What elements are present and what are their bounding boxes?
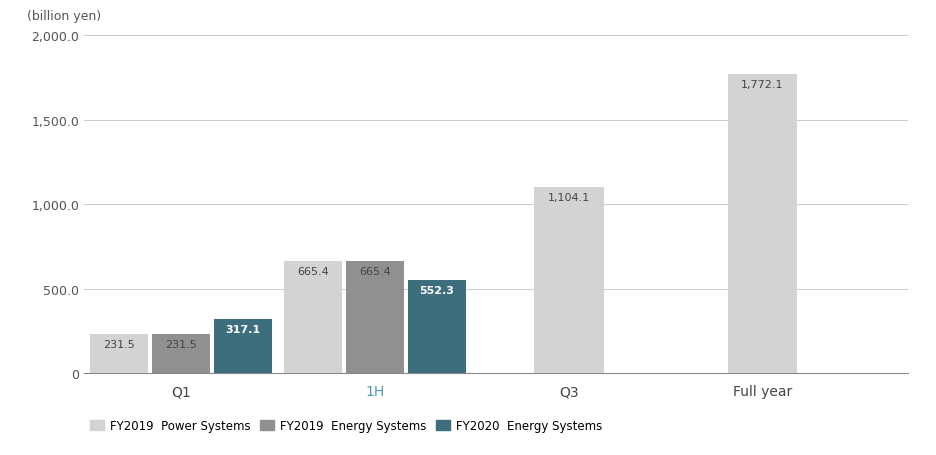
Text: 1,104.1: 1,104.1 xyxy=(548,192,590,202)
Text: 1,772.1: 1,772.1 xyxy=(741,80,783,90)
Bar xyxy=(727,75,797,373)
Bar xyxy=(534,187,604,373)
Bar xyxy=(90,334,148,373)
Legend: FY2019  Power Systems, FY2019  Energy Systems, FY2020  Energy Systems: FY2019 Power Systems, FY2019 Energy Syst… xyxy=(90,420,603,432)
Text: 231.5: 231.5 xyxy=(166,339,197,349)
Text: 665.4: 665.4 xyxy=(359,266,391,276)
Text: 317.1: 317.1 xyxy=(226,325,261,335)
Text: 665.4: 665.4 xyxy=(297,266,329,276)
Bar xyxy=(408,280,466,373)
Bar xyxy=(214,320,272,373)
Text: 552.3: 552.3 xyxy=(419,285,454,295)
Bar xyxy=(346,261,404,373)
Text: 231.5: 231.5 xyxy=(103,339,135,349)
Bar xyxy=(152,334,211,373)
Text: (billion yen): (billion yen) xyxy=(26,10,101,23)
Bar xyxy=(284,261,342,373)
